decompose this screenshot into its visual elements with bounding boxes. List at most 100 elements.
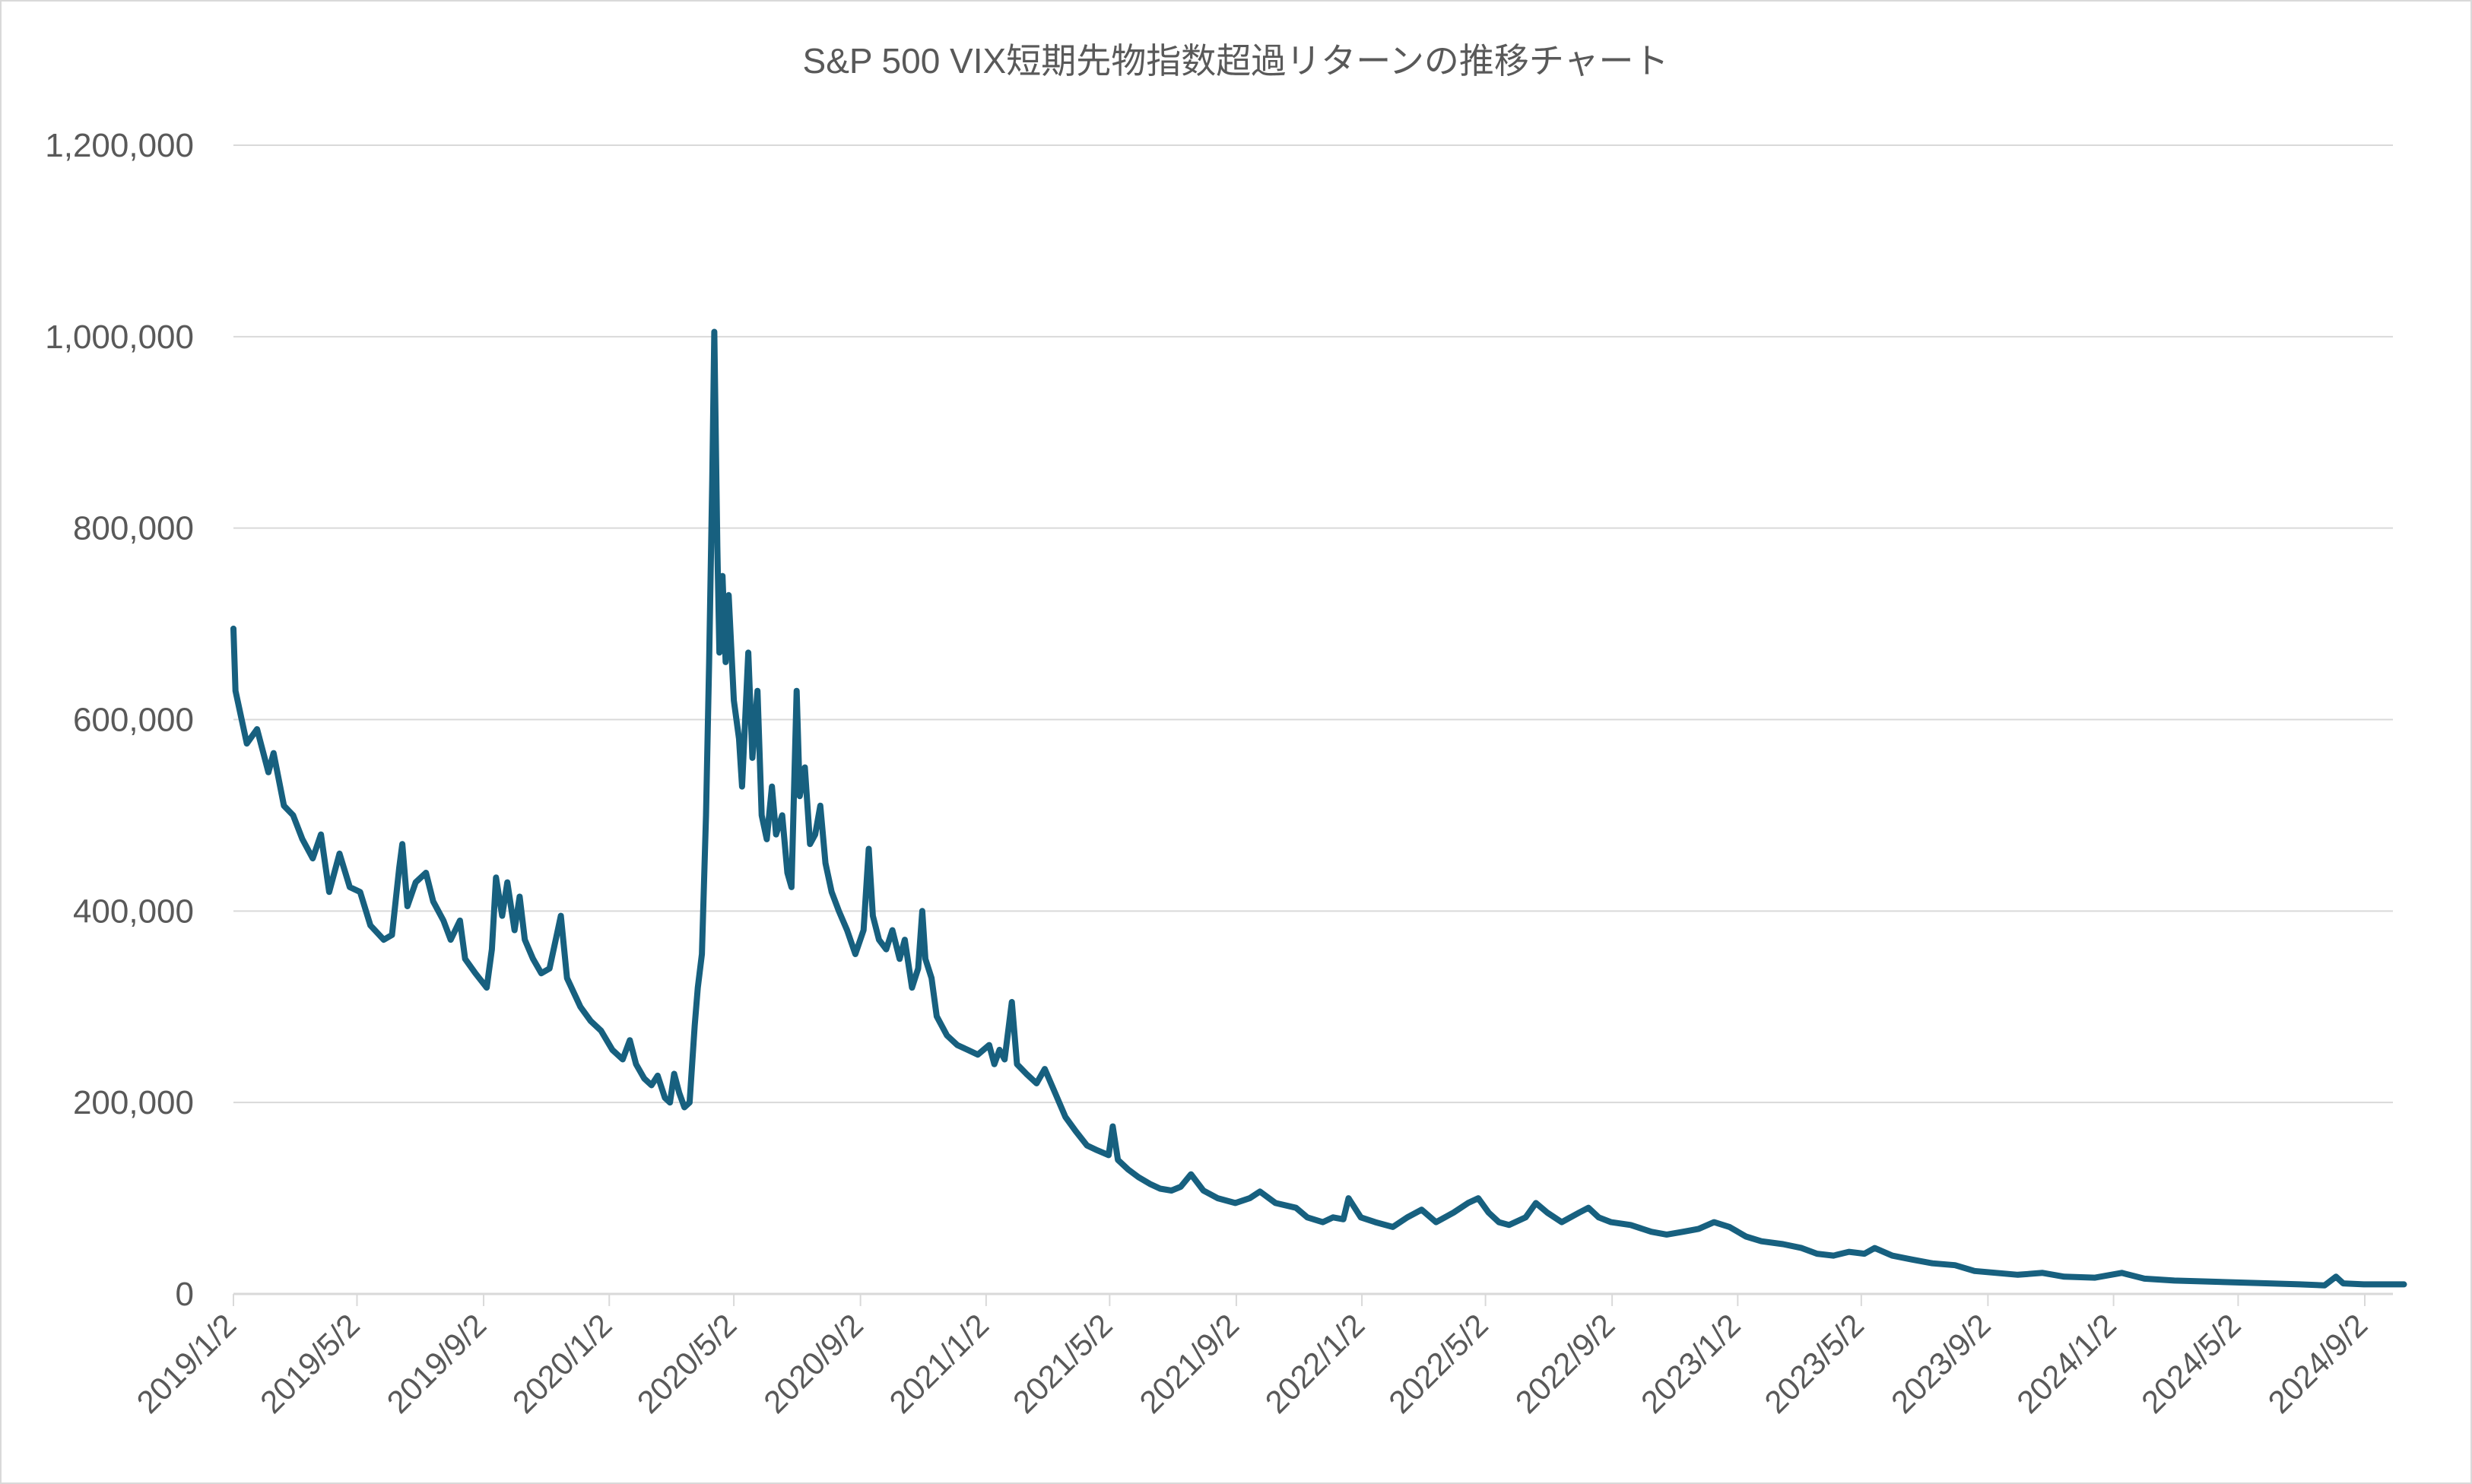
data-point	[519, 896, 520, 897]
x-tick-label: 2022/5/2	[1382, 1307, 1495, 1420]
data-point	[1249, 1197, 1250, 1199]
data-point	[1138, 1176, 1139, 1178]
data-point	[1112, 1126, 1113, 1127]
data-point	[2174, 1279, 2175, 1281]
data-point	[1004, 1059, 1005, 1060]
data-point	[1588, 1207, 1589, 1209]
data-point	[733, 699, 735, 701]
chart-title: S&P 500 VIX短期先物指数超過リターンの推移チャート	[803, 41, 1669, 81]
data-point	[684, 1107, 685, 1108]
data-point	[752, 757, 753, 759]
data-point	[2144, 1278, 2145, 1279]
x-tick-label: 2022/1/2	[1258, 1307, 1372, 1420]
data-point	[2236, 1282, 2238, 1283]
data-point	[339, 853, 340, 855]
data-point	[799, 795, 801, 797]
data-point	[1075, 1130, 1077, 1132]
data-point	[370, 924, 371, 926]
data-point	[1011, 1001, 1013, 1003]
data-point	[1525, 1216, 1526, 1218]
data-point	[611, 1049, 613, 1051]
data-point	[2335, 1276, 2337, 1277]
data-point	[689, 1102, 690, 1103]
data-point	[459, 920, 461, 921]
data-point	[771, 786, 773, 788]
data-point	[796, 690, 798, 692]
data-point	[846, 930, 848, 931]
data-point	[643, 1078, 645, 1080]
data-point	[1833, 1255, 1834, 1257]
data-point	[1931, 1263, 1933, 1264]
data-point	[1036, 1083, 1037, 1084]
data-point	[725, 661, 726, 663]
data-point	[349, 886, 351, 888]
data-point	[2363, 1283, 2365, 1285]
x-tick-label: 2019/5/2	[253, 1307, 367, 1420]
data-point	[2017, 1274, 2019, 1276]
data-point	[1259, 1191, 1261, 1192]
data-point	[1782, 1244, 1784, 1245]
x-tick-label: 2024/9/2	[2261, 1307, 2375, 1420]
data-point	[1745, 1236, 1747, 1237]
y-tick-label: 1,000,000	[45, 319, 194, 356]
data-point	[669, 1102, 671, 1103]
data-point	[293, 814, 294, 816]
data-point	[1477, 1197, 1479, 1199]
data-point	[657, 1075, 658, 1077]
data-point	[235, 690, 236, 692]
data-point	[918, 968, 919, 969]
data-point	[863, 930, 865, 931]
data-point	[2206, 1281, 2207, 1283]
data-point	[1026, 1073, 1027, 1074]
x-tick-label: 2023/9/2	[1884, 1307, 1998, 1420]
x-tick-label: 2023/5/2	[1757, 1307, 1871, 1420]
data-point	[506, 882, 508, 883]
y-tick-label: 800,000	[73, 510, 194, 547]
data-point	[2299, 1283, 2301, 1285]
data-point	[701, 953, 703, 955]
data-point	[514, 930, 516, 931]
x-tick-label: 2020/1/2	[506, 1307, 619, 1420]
data-point	[1332, 1216, 1334, 1218]
data-point	[1180, 1186, 1182, 1188]
data-point	[1892, 1255, 1893, 1257]
data-point	[1190, 1174, 1192, 1175]
data-point	[501, 915, 503, 917]
x-tick-label: 2020/9/2	[757, 1307, 870, 1420]
data-point	[886, 949, 887, 950]
data-point	[1630, 1224, 1631, 1226]
data-point	[787, 872, 788, 874]
x-tick-label: 2019/9/2	[380, 1307, 493, 1420]
data-point	[407, 905, 408, 907]
data-point	[401, 843, 403, 845]
x-tick-label: 2020/5/2	[630, 1307, 744, 1420]
data-point	[1217, 1197, 1218, 1199]
y-tick-label: 400,000	[73, 893, 194, 930]
data-point	[256, 728, 258, 730]
data-point	[967, 1049, 968, 1051]
data-point	[1392, 1226, 1394, 1228]
data-point	[977, 1054, 979, 1055]
data-point	[651, 1085, 652, 1086]
data-point	[713, 331, 715, 332]
x-tick-label: 2021/1/2	[882, 1307, 995, 1420]
data-point	[999, 1049, 1000, 1051]
x-tick-label: 2023/1/2	[1634, 1307, 1747, 1420]
data-point	[1360, 1216, 1362, 1218]
data-point	[678, 1092, 680, 1094]
data-point	[831, 891, 833, 893]
x-tick-label: 2021/9/2	[1132, 1307, 1246, 1420]
y-axis: 0 200,000 400,000 600,000 800,000 1,000,000 1,…	[45, 127, 194, 1313]
data-point	[1974, 1270, 1975, 1272]
gridlines	[233, 144, 2393, 1295]
data-point	[398, 867, 400, 869]
data-point	[791, 886, 792, 888]
data-point	[868, 848, 869, 849]
y-tick-label: 600,000	[73, 702, 194, 739]
data-point	[1348, 1197, 1349, 1199]
data-point	[549, 968, 551, 969]
data-point	[719, 652, 720, 653]
y-tick-label: 200,000	[73, 1084, 194, 1121]
data-point	[814, 834, 816, 836]
